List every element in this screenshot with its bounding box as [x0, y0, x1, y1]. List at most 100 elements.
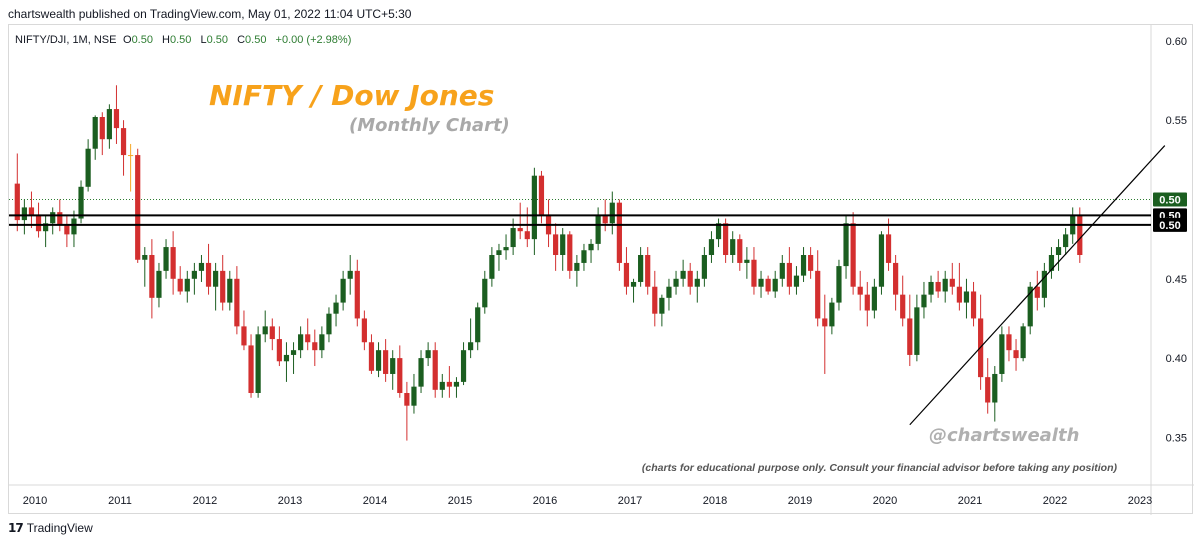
candle: [326, 307, 332, 343]
candle-body: [864, 294, 870, 311]
x-tick-label: 2012: [193, 495, 217, 507]
candle: [340, 270, 346, 311]
candle: [864, 281, 870, 327]
candle-body: [383, 350, 389, 374]
legend-o-label: O: [123, 34, 132, 46]
candle-body: [942, 278, 948, 292]
candle: [928, 275, 934, 303]
candle-body: [50, 212, 56, 224]
candle: [793, 266, 800, 295]
candle-body: [205, 262, 212, 287]
candle: [800, 247, 807, 282]
candle: [503, 234, 509, 260]
chart-frame[interactable]: 0.60 0.55 0.50 0.45 0.40 0.35 2010 2011 2012 2013…: [8, 24, 1194, 515]
candle: [822, 294, 828, 374]
legend-c-value: 0.50: [245, 34, 266, 46]
candle: [99, 112, 105, 156]
candle-body: [701, 255, 707, 279]
candle-body: [992, 373, 998, 403]
candle-body: [970, 291, 977, 319]
x-tick-label: 2016: [533, 495, 557, 507]
candle-body: [793, 275, 800, 287]
candle-body: [737, 239, 743, 263]
disclaimer: (charts for educational purpose only. Co…: [642, 462, 1118, 474]
candle: [397, 345, 403, 398]
candle: [298, 326, 304, 359]
candle: [1027, 281, 1033, 335]
candle: [609, 191, 615, 235]
candle-body: [71, 218, 77, 235]
candle: [71, 210, 77, 248]
candle: [135, 148, 141, 263]
candle-body: [269, 326, 275, 340]
candle: [383, 339, 389, 382]
candle-body: [496, 250, 502, 255]
candle: [878, 231, 885, 295]
candle-body: [128, 155, 134, 157]
candle-body: [857, 286, 863, 295]
candle: [553, 223, 559, 271]
candle: [524, 207, 530, 248]
candle: [893, 255, 899, 311]
y-tick-label: 0.55: [1166, 115, 1187, 127]
candle-body: [531, 175, 537, 240]
candle-body: [163, 247, 169, 271]
candle: [942, 270, 948, 303]
candle-body: [432, 350, 438, 390]
candle: [390, 350, 396, 390]
candle: [673, 270, 679, 295]
candle: [220, 255, 226, 311]
candle: [581, 243, 587, 271]
candle-body: [326, 313, 332, 335]
legend-l-value: 0.50: [207, 34, 228, 46]
candle: [439, 373, 445, 398]
candle: [737, 234, 743, 271]
candle: [935, 270, 941, 298]
candle-body: [963, 291, 970, 303]
candle: [1077, 207, 1083, 263]
footer-brand: TradingView: [26, 521, 93, 535]
legend-h-label: H: [162, 34, 170, 46]
candle: [574, 255, 580, 287]
candle: [432, 342, 438, 398]
candle: [149, 239, 155, 319]
candle: [255, 326, 261, 398]
candle-body: [468, 342, 474, 351]
candle-body: [843, 223, 849, 267]
candle: [241, 310, 247, 351]
candle: [970, 281, 977, 327]
candle: [885, 218, 892, 271]
candle-body: [616, 202, 622, 263]
candle: [354, 259, 360, 327]
candle: [35, 202, 42, 238]
candle-body: [503, 247, 509, 251]
candlestick-chart[interactable]: 0.60 0.55 0.50 0.45 0.40 0.35 2010 2011 2012 2013…: [9, 25, 1194, 515]
candle-body: [347, 270, 353, 279]
x-tick-label: 2011: [108, 495, 132, 507]
candle-body: [687, 270, 693, 287]
level-price-label: 0.50: [1153, 217, 1187, 232]
candle-body: [460, 350, 467, 382]
x-tick-label: 2014: [363, 495, 387, 507]
candle: [999, 326, 1005, 382]
candle-body: [78, 186, 84, 219]
candle: [64, 215, 70, 248]
candle-body: [871, 286, 877, 311]
legend-symbol: NIFTY/DJI, 1M, NSE: [15, 34, 116, 46]
candle-body: [354, 270, 360, 319]
candle-body: [411, 386, 417, 406]
candle: [177, 266, 183, 295]
x-tick-label: 2017: [618, 495, 642, 507]
candle-body: [956, 286, 962, 303]
candle-body: [602, 215, 608, 224]
candle-body: [921, 294, 927, 308]
candle-body: [800, 255, 807, 276]
candle-body: [630, 281, 637, 287]
candle-body: [283, 354, 290, 362]
candle: [645, 247, 651, 295]
candle-body: [1006, 334, 1012, 351]
candle: [375, 342, 382, 378]
candle: [871, 278, 877, 319]
candle: [630, 278, 637, 303]
candle-body: [120, 128, 127, 156]
